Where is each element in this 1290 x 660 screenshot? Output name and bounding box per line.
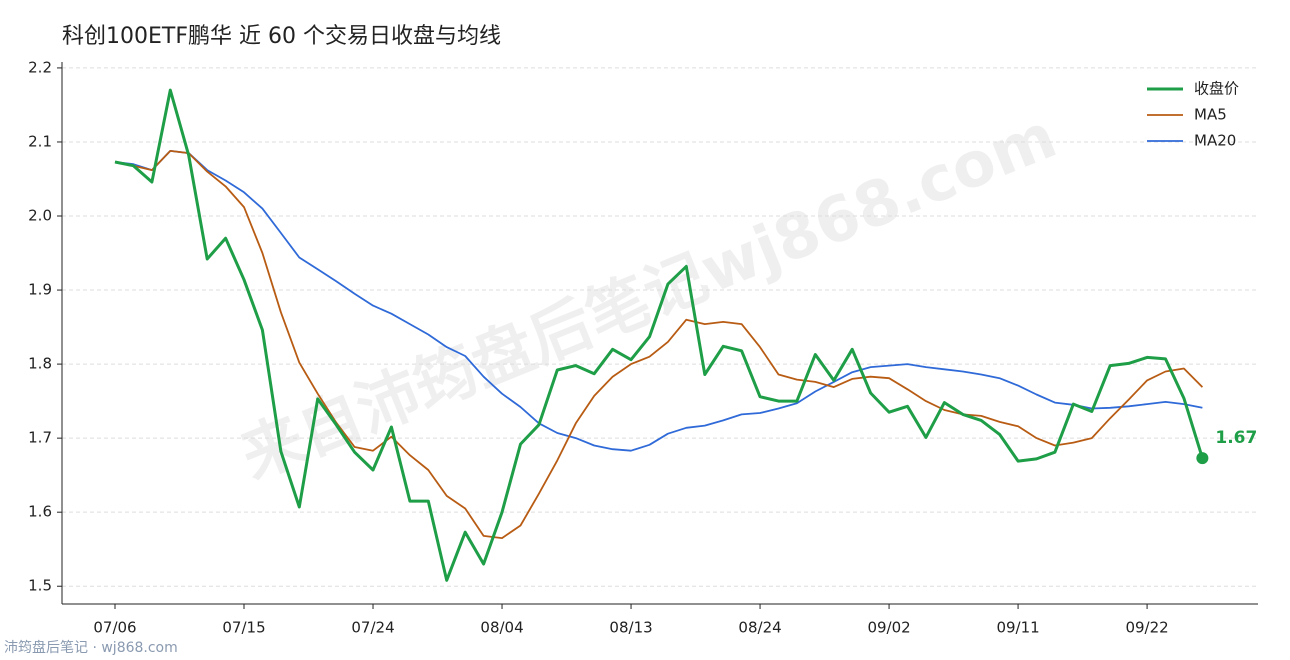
legend-label: MA20 <box>1194 132 1236 150</box>
last-point <box>1196 452 1209 465</box>
x-tick-label: 09/02 <box>867 619 910 637</box>
x-tick-label: 08/04 <box>480 619 523 637</box>
x-tick-label: 09/22 <box>1125 619 1168 637</box>
footer: 沛筠盘后笔记 · wj868.com <box>4 639 178 656</box>
series-line <box>114 150 1203 452</box>
series-line <box>114 150 1204 539</box>
x-tick-label: 07/15 <box>222 619 265 637</box>
chart-title: 科创100ETF鹏华 近 60 个交易日收盘与均线 <box>62 24 501 49</box>
y-tick-label: 2.2 <box>28 58 52 76</box>
y-tick-label: 2.0 <box>28 207 52 225</box>
x-tick-label: 08/13 <box>609 619 652 637</box>
x-tick-label: 07/06 <box>93 619 136 637</box>
y-tick-label: 1.9 <box>28 281 52 299</box>
series-line <box>114 88 1204 582</box>
watermark: 来自沛筠盘后笔记wj868.com <box>231 99 1066 493</box>
y-tick-label: 1.8 <box>28 355 52 373</box>
value-label: 1.67 <box>1215 428 1257 448</box>
x-tick-label: 07/24 <box>351 619 394 637</box>
legend-label: MA5 <box>1194 106 1227 124</box>
y-tick-label: 1.7 <box>28 429 52 447</box>
y-tick-label: 1.5 <box>28 577 52 595</box>
x-tick-label: 09/11 <box>996 619 1039 637</box>
legend-label: 收盘价 <box>1194 80 1239 98</box>
x-tick-label: 08/24 <box>738 619 781 637</box>
y-tick-label: 2.1 <box>28 132 52 150</box>
y-tick-label: 1.6 <box>28 503 52 521</box>
